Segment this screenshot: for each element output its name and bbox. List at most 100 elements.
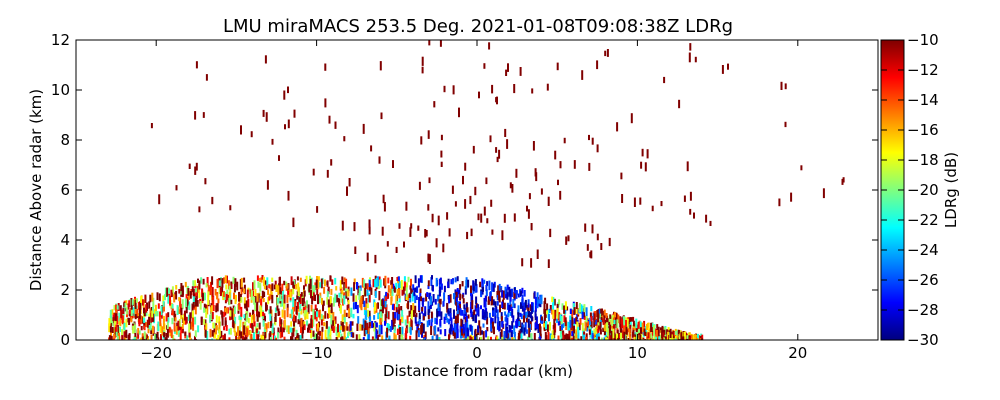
- echo-cell: [228, 285, 231, 291]
- echo-cell: [157, 303, 160, 309]
- echo-cell: [573, 307, 576, 315]
- echo-cell: [250, 290, 253, 301]
- echo-cell: [571, 317, 574, 327]
- echo-cell: [564, 309, 567, 314]
- echo-cell: [520, 313, 523, 320]
- echo-cell: [552, 309, 555, 319]
- echo-cell: [279, 330, 282, 339]
- echo-cell: [256, 309, 258, 317]
- echo-cell: [302, 319, 305, 328]
- echo-cell: [464, 311, 467, 317]
- streak-cell: [693, 212, 695, 219]
- echo-cell: [152, 313, 155, 322]
- echo-cell: [661, 331, 664, 339]
- echo-cell: [666, 329, 669, 335]
- streak-cell: [591, 137, 594, 145]
- echo-cell: [534, 305, 537, 312]
- echo-cell: [225, 325, 228, 331]
- echo-cell: [171, 303, 174, 313]
- echo-cell: [251, 323, 254, 329]
- echo-cell: [459, 325, 462, 333]
- echo-cell: [385, 308, 388, 319]
- echo-cell: [377, 312, 380, 320]
- y-tick-label: 12: [51, 31, 70, 49]
- echo-cell: [609, 324, 612, 334]
- echo-cell: [590, 316, 593, 322]
- echo-cell: [579, 318, 582, 325]
- streak-cell: [211, 196, 214, 205]
- echo-cell: [157, 321, 160, 332]
- echo-cell: [306, 312, 309, 320]
- echo-cell: [215, 325, 217, 335]
- echo-cell: [552, 303, 555, 310]
- echo-cell: [189, 291, 192, 299]
- echo-cell: [378, 324, 381, 335]
- echo-cell: [404, 319, 407, 326]
- echo-cell: [355, 334, 358, 340]
- streak-cell: [395, 246, 398, 253]
- echo-cell: [173, 338, 176, 340]
- echo-cell: [484, 309, 487, 318]
- echo-cell: [121, 315, 124, 325]
- streak-cell: [620, 172, 623, 180]
- echo-cell: [557, 335, 560, 340]
- echo-cell: [341, 321, 344, 328]
- echo-cell: [327, 313, 329, 319]
- echo-cell: [561, 324, 563, 330]
- echo-cell: [523, 290, 526, 297]
- echo-cell: [368, 294, 371, 303]
- y-tick-label: 2: [60, 281, 70, 299]
- echo-cell: [647, 332, 650, 339]
- echo-cell: [304, 314, 307, 320]
- echo-cell: [401, 309, 404, 318]
- echo-cell: [689, 339, 692, 340]
- echo-cell: [597, 318, 600, 328]
- echo-cell: [636, 328, 639, 334]
- x-axis: −20 −10 0 10 20: [140, 40, 807, 362]
- streak-cell: [663, 76, 666, 84]
- echo-cell: [329, 295, 332, 305]
- echo-cell: [181, 285, 184, 296]
- echo-cell: [262, 335, 265, 340]
- echo-cell: [366, 283, 369, 291]
- echo-cell: [318, 321, 321, 328]
- echo-cell: [343, 281, 346, 291]
- echo-cell: [221, 286, 224, 295]
- echo-cell: [449, 313, 452, 321]
- echo-cell: [400, 306, 403, 311]
- echo-cell: [323, 279, 326, 287]
- echo-cell: [676, 330, 679, 338]
- echo-cell: [283, 310, 286, 319]
- streak-cell: [485, 177, 488, 185]
- echo-cell: [552, 337, 555, 340]
- echo-cell: [267, 321, 270, 329]
- echo-cell: [218, 321, 221, 331]
- echo-cell: [326, 297, 329, 305]
- echo-cell: [454, 289, 457, 299]
- echo-cell: [185, 294, 188, 300]
- x-tick-label: −10: [301, 344, 333, 362]
- streak-cell: [292, 217, 295, 228]
- echo-cell: [440, 283, 443, 290]
- echo-cell: [525, 312, 528, 318]
- echo-cell: [183, 318, 185, 325]
- echo-cell: [335, 337, 338, 340]
- echo-cell: [187, 288, 190, 296]
- echo-cell: [254, 326, 257, 334]
- echo-cell: [252, 290, 254, 297]
- echo-cell: [484, 300, 487, 311]
- streak-cell: [477, 213, 480, 221]
- echo-cell: [524, 339, 527, 340]
- echo-cell: [613, 332, 616, 340]
- echo-cell: [259, 277, 262, 283]
- echo-cell: [616, 333, 619, 340]
- echo-cell: [560, 335, 563, 340]
- echo-cell: [405, 330, 407, 339]
- echo-cell: [417, 278, 420, 288]
- echo-cell: [267, 297, 270, 305]
- echo-cell: [343, 333, 346, 340]
- echo-cell: [236, 281, 239, 291]
- echo-cell: [229, 328, 232, 335]
- streak-cell: [293, 109, 296, 118]
- echo-cell: [597, 325, 600, 330]
